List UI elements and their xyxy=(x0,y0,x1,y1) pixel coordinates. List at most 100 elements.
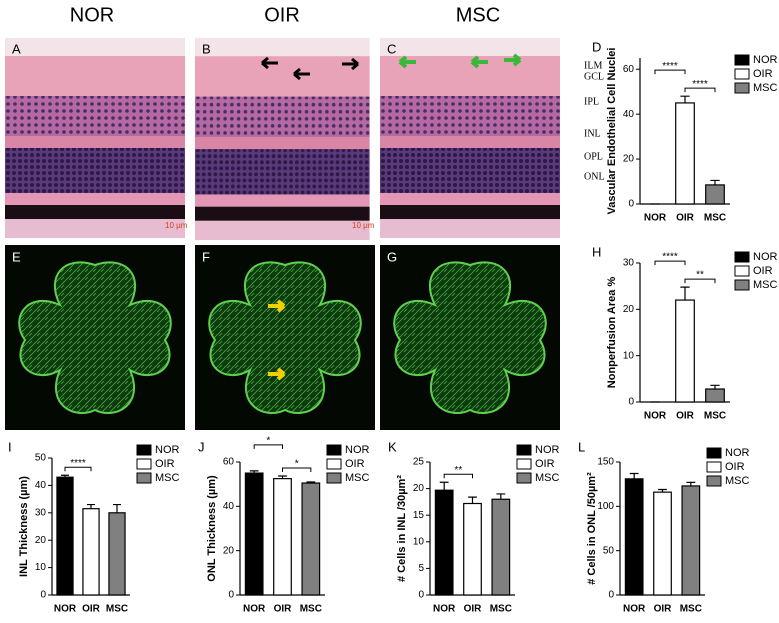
layer-label: IPL xyxy=(584,96,599,107)
significance-label: **** xyxy=(662,61,678,72)
y-tick-label: 60 xyxy=(623,64,635,75)
significance-bracket xyxy=(282,467,312,472)
legend-label: NOR xyxy=(345,444,370,456)
x-tick-label: MSC xyxy=(106,604,128,615)
legend-label: NOR xyxy=(753,54,778,66)
y-tick-label: 40 xyxy=(35,480,47,491)
panel-label: K xyxy=(388,439,397,454)
panel-label: A xyxy=(12,41,21,56)
column-header: MSC xyxy=(456,4,500,26)
panel-label: G xyxy=(387,249,397,264)
layer-label: GCL xyxy=(584,71,604,82)
legend-label: MSC xyxy=(725,475,750,487)
legend-swatch xyxy=(706,475,722,487)
y-axis-label: # Cells in ONL /50µm² xyxy=(586,472,598,585)
y-tick-label: 15 xyxy=(413,510,425,521)
legend-label: MSC xyxy=(535,472,560,484)
panel-label: L xyxy=(578,439,585,454)
y-tick-label: 5 xyxy=(418,563,424,574)
y-tick-label: 10 xyxy=(623,350,635,361)
x-tick-label: NOR xyxy=(644,213,667,224)
bar xyxy=(244,472,264,596)
x-tick-label: NOR xyxy=(243,604,266,615)
x-tick-label: NOR xyxy=(623,604,646,615)
y-tick-label: 20 xyxy=(413,483,425,494)
x-tick-label: OIR xyxy=(274,604,293,615)
bar xyxy=(434,489,454,596)
error-bar xyxy=(468,496,477,504)
legend-swatch xyxy=(136,444,152,456)
significance-bracket xyxy=(64,466,92,472)
y-tick-label: 0 xyxy=(608,590,614,601)
significance-label: **** xyxy=(692,79,708,90)
y-tick-label: 20 xyxy=(35,535,47,546)
bar xyxy=(56,476,74,596)
legend-swatch xyxy=(136,458,152,470)
bar xyxy=(653,491,672,596)
error-bar xyxy=(439,481,449,491)
y-tick-label: 0 xyxy=(628,397,634,408)
y-tick-label: 30 xyxy=(35,507,47,518)
legend-swatch xyxy=(734,265,750,277)
y-tick-label: 50 xyxy=(35,453,47,464)
error-bar xyxy=(629,472,639,479)
y-tick-label: 30 xyxy=(623,258,635,269)
bar xyxy=(463,502,482,596)
legend-label: OIR xyxy=(725,461,745,473)
bar xyxy=(705,388,725,403)
panel-label: C xyxy=(387,41,396,56)
bar xyxy=(491,498,511,596)
layer-label: ILM xyxy=(584,60,602,71)
arrows xyxy=(261,53,522,381)
bar xyxy=(675,102,695,205)
y-tick-label: 40 xyxy=(623,109,635,120)
legend-label: MSC xyxy=(753,279,778,291)
significance-label: * xyxy=(295,459,299,470)
legend-swatch xyxy=(706,461,722,473)
x-tick-label: OIR xyxy=(82,604,101,615)
legend-swatch xyxy=(326,444,342,456)
error-bar xyxy=(249,470,259,474)
legend-label: OIR xyxy=(155,458,175,470)
column-header: NOR xyxy=(70,4,114,26)
legend-label: OIR xyxy=(753,68,773,80)
significance-bracket xyxy=(654,260,686,266)
x-tick-label: MSC xyxy=(704,411,726,422)
flatmount-image xyxy=(379,244,561,431)
legend-label: MSC xyxy=(753,82,778,94)
flatmount-image xyxy=(194,244,376,431)
error-bar xyxy=(86,503,96,509)
x-tick-label: MSC xyxy=(490,604,512,615)
panel-label: J xyxy=(198,439,205,454)
significance-label: ** xyxy=(454,465,462,476)
legend-swatch xyxy=(734,82,750,94)
legend-swatch xyxy=(516,472,532,484)
histology-image xyxy=(5,38,185,238)
significance-label: ** xyxy=(696,270,704,281)
error-bar xyxy=(680,286,690,301)
bar xyxy=(108,512,126,596)
legend-swatch xyxy=(734,54,750,66)
x-tick-label: OIR xyxy=(654,604,673,615)
bar xyxy=(681,485,701,596)
legend-swatch xyxy=(136,472,152,484)
y-tick-label: 10 xyxy=(35,562,47,573)
legend-label: NOR xyxy=(155,444,180,456)
histology-image xyxy=(380,38,560,238)
significance-bracket xyxy=(253,444,283,449)
significance-bracket xyxy=(654,69,686,75)
layer-label: OPL xyxy=(584,151,603,162)
significance-label: **** xyxy=(70,458,86,469)
panel-label: B xyxy=(202,41,211,56)
y-axis-label: Vascular Endothelial Cell Nuclei xyxy=(606,48,618,215)
significance-label: **** xyxy=(662,252,678,263)
legend-label: MSC xyxy=(155,472,180,484)
significance-bracket xyxy=(684,278,716,284)
layer-label: INL xyxy=(584,128,601,139)
legend-swatch xyxy=(516,458,532,470)
y-axis-label: Nonperfusion Area % xyxy=(606,277,618,389)
y-tick-label: 10 xyxy=(413,536,425,547)
bar xyxy=(675,299,695,403)
legend-label: NOR xyxy=(535,444,560,456)
